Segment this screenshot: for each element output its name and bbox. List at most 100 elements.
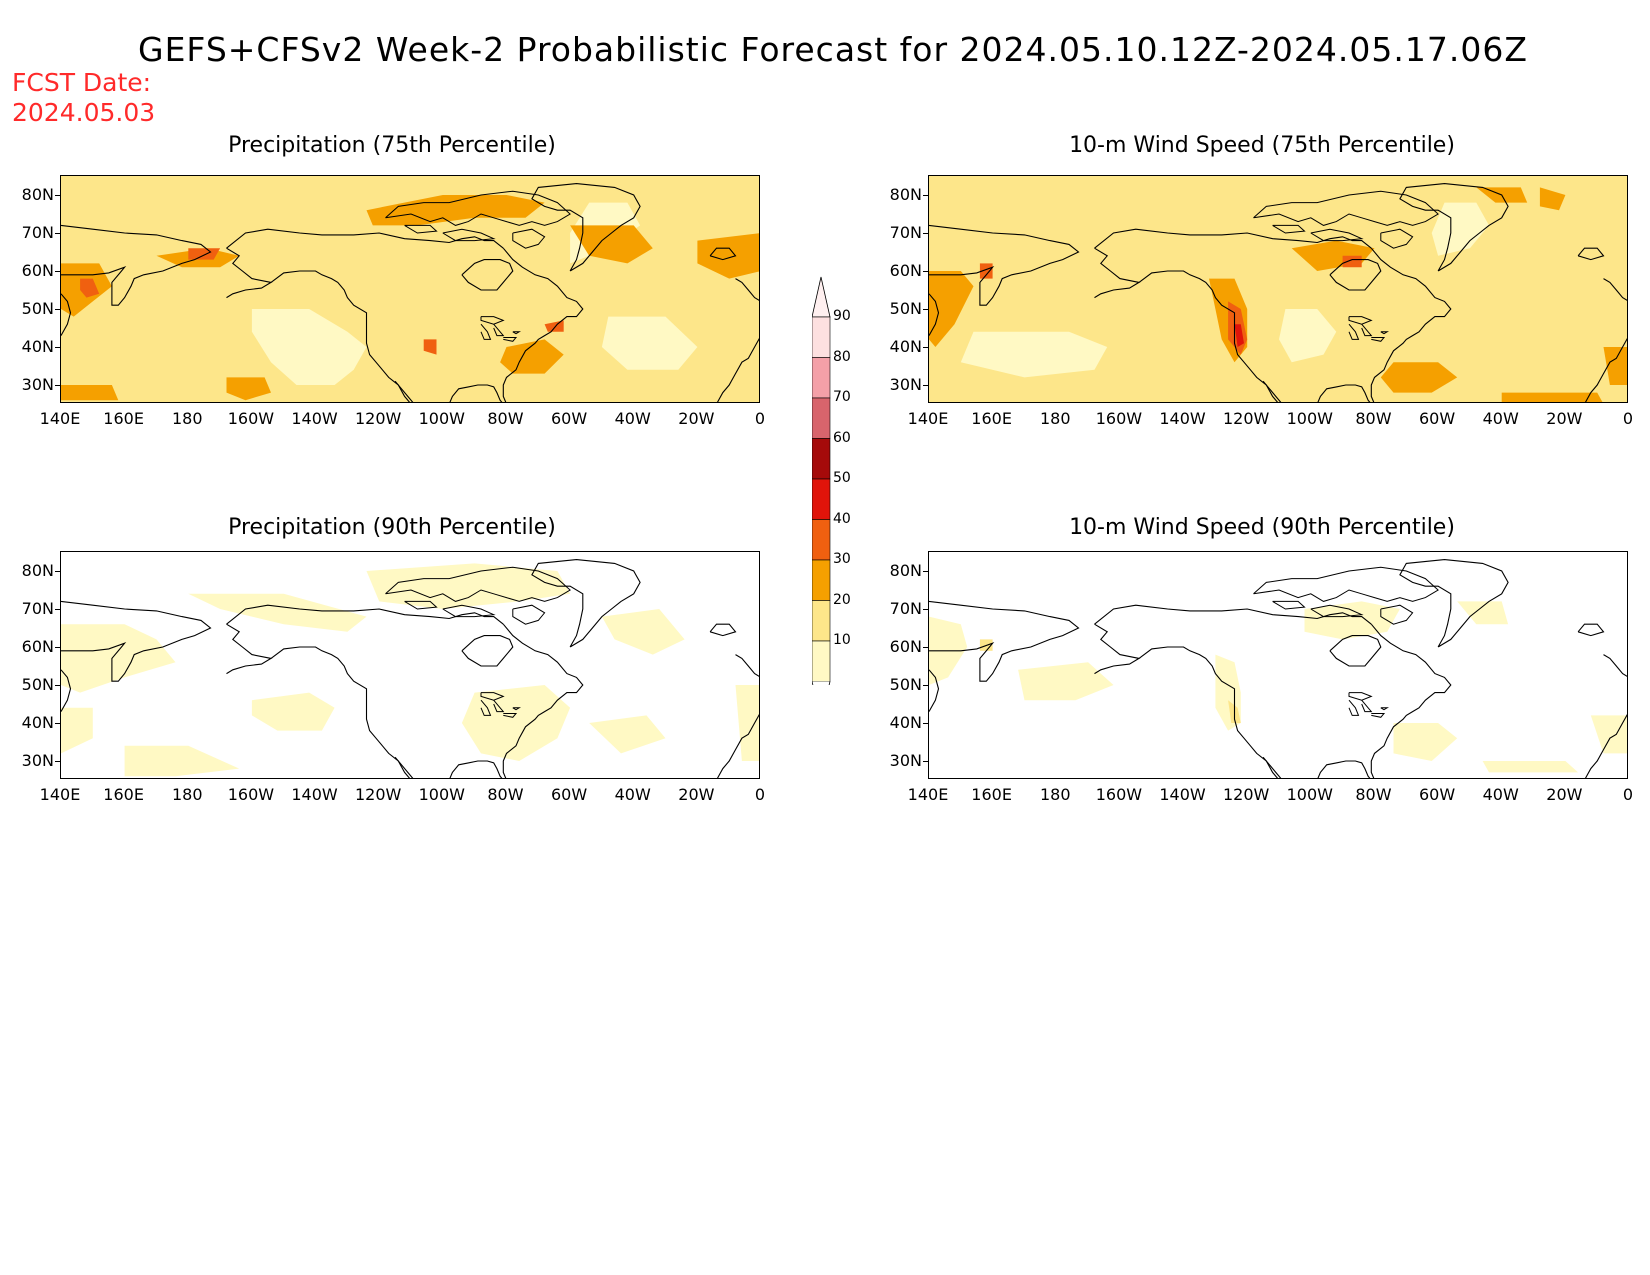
- lon-label: 140E: [907, 785, 949, 804]
- map-canvas: [61, 176, 759, 402]
- colorbar-arrow-top: [812, 276, 831, 318]
- panel-title-precip-75: Precipitation (75th Percentile): [228, 133, 556, 158]
- shaded-region: [697, 233, 759, 279]
- coastline: [449, 760, 503, 778]
- coastline: [404, 224, 438, 234]
- shaded-region: [61, 385, 119, 401]
- coastline: [1348, 692, 1373, 701]
- lat-tick: [923, 571, 929, 572]
- coastline: [502, 247, 584, 402]
- lon-label: 160W: [227, 409, 275, 428]
- colorbar-swatch: [812, 397, 831, 439]
- coastline: [531, 183, 641, 272]
- colorbar-swatch: [812, 478, 831, 520]
- lat-tick: [55, 609, 61, 610]
- lat-tick: [55, 195, 61, 196]
- coastline: [461, 635, 514, 667]
- shaded-region: [124, 745, 240, 777]
- lat-label: 60N: [21, 261, 54, 280]
- coastline: [1577, 623, 1605, 637]
- lon-label: 160E: [971, 409, 1012, 428]
- coastline: [1317, 760, 1371, 778]
- colorbar: [812, 276, 831, 685]
- shaded-region: [61, 707, 93, 754]
- shaded-region: [1018, 662, 1114, 701]
- coastline: [461, 259, 514, 291]
- colorbar-swatch: [812, 357, 831, 399]
- coastline: [1138, 646, 1279, 778]
- coastline: [1310, 228, 1364, 242]
- lon-label: 0: [754, 409, 766, 428]
- lat-tick: [923, 309, 929, 310]
- coastline: [404, 600, 438, 610]
- lat-label: 80N: [21, 185, 54, 204]
- lon-label: 20W: [678, 785, 715, 804]
- shaded-region: [61, 624, 176, 693]
- shaded-region: [1393, 723, 1458, 761]
- shaded-region: [1457, 601, 1509, 625]
- shaded-region: [1234, 324, 1244, 347]
- map-precip-75: [60, 175, 760, 403]
- panel-title-wind-75: 10-m Wind Speed (75th Percentile): [1069, 133, 1455, 158]
- lon-label: 0: [754, 785, 766, 804]
- lat-label: 30N: [889, 375, 922, 394]
- shaded-region: [1539, 187, 1566, 211]
- coastline: [929, 224, 1080, 306]
- lon-label: 20W: [1546, 409, 1583, 428]
- lat-label: 80N: [889, 561, 922, 580]
- lon-label: 140W: [1159, 409, 1206, 428]
- lat-label: 30N: [889, 751, 922, 770]
- shaded-region: [1482, 761, 1579, 773]
- shaded-region: [1590, 715, 1627, 754]
- coastline: [929, 669, 940, 712]
- lon-label: 60W: [550, 785, 588, 804]
- lat-label: 70N: [889, 599, 922, 618]
- lon-label: 140E: [39, 409, 81, 428]
- coastline: [61, 224, 212, 306]
- coastline: [1138, 270, 1279, 402]
- lat-label: 40N: [889, 713, 922, 732]
- lon-label: 20W: [1546, 785, 1583, 804]
- coastline: [1380, 228, 1414, 249]
- coastline: [394, 380, 414, 402]
- lat-label: 70N: [889, 223, 922, 242]
- forecast-date-value: 2024.05.03: [12, 98, 156, 127]
- coastline: [226, 247, 273, 299]
- lon-label: 160W: [1095, 409, 1143, 428]
- map-background: [929, 552, 1627, 778]
- lon-label: 60W: [1418, 409, 1456, 428]
- coastline: [1253, 190, 1439, 226]
- colorbar-swatch: [812, 559, 831, 601]
- lon-label: 20W: [678, 409, 715, 428]
- coastline: [1348, 316, 1373, 325]
- lon-label: 180: [171, 785, 203, 804]
- coastline: [531, 559, 641, 648]
- lon-label: 140W: [291, 409, 338, 428]
- lat-tick: [923, 723, 929, 724]
- coastline: [1094, 623, 1141, 675]
- coastline: [385, 190, 571, 226]
- coastline: [449, 384, 503, 402]
- coastline: [493, 323, 505, 337]
- lat-label: 40N: [21, 337, 54, 356]
- lat-tick: [923, 233, 929, 234]
- coastline: [480, 699, 492, 716]
- coastline: [1584, 714, 1627, 778]
- lon-label: 60W: [550, 409, 588, 428]
- lon-label: 160E: [971, 785, 1012, 804]
- lon-label: 100W: [418, 785, 465, 804]
- forecast-date-label: FCST Date:: [12, 68, 152, 97]
- coastline: [1348, 699, 1360, 716]
- map-wind-90: [928, 551, 1628, 779]
- lon-label: 160E: [103, 785, 144, 804]
- lat-tick: [923, 347, 929, 348]
- shaded-region: [601, 316, 698, 370]
- coastline: [385, 566, 571, 602]
- coastline: [709, 247, 737, 261]
- lat-label: 30N: [21, 751, 54, 770]
- colorbar-swatch: [812, 438, 831, 480]
- shaded-region: [500, 339, 564, 374]
- colorbar-label: 90: [833, 308, 851, 324]
- coastline: [1329, 259, 1382, 291]
- lat-tick: [923, 685, 929, 686]
